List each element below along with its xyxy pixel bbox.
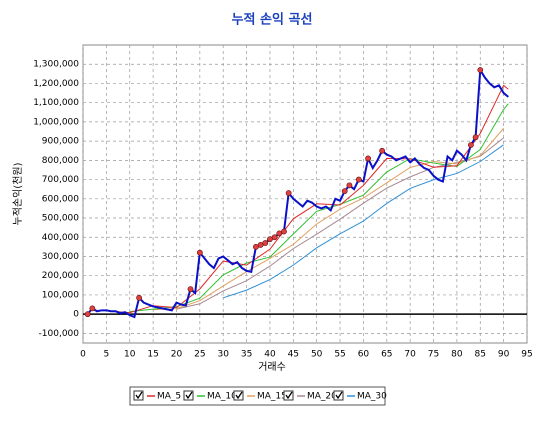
legend-checkbox[interactable] (283, 390, 294, 401)
peak-marker (136, 294, 142, 301)
legend-checkbox[interactable] (233, 390, 244, 401)
legend-checkbox[interactable] (183, 390, 194, 401)
peak-marker (365, 155, 371, 162)
x-tick-label: 50 (311, 350, 323, 360)
x-axis-title: 거래수 (258, 361, 286, 373)
y-axis-title: 누적손익(천원) (12, 162, 24, 225)
peak-marker (477, 67, 484, 73)
y-tick-label: -100,000 (39, 329, 80, 339)
y-tick-label: 100,000 (42, 290, 79, 300)
x-tick-label: 90 (498, 350, 510, 360)
peak-marker (355, 176, 362, 183)
peak-marker (346, 182, 353, 189)
peak-marker (271, 234, 278, 241)
x-tick-label: 35 (241, 350, 252, 360)
peak-marker (341, 188, 348, 195)
x-tick-label: 95 (521, 350, 532, 360)
x-tick-label: 45 (288, 350, 299, 360)
legend-check (235, 391, 243, 400)
peak-marker (379, 147, 386, 154)
peak-marker (84, 311, 91, 318)
legend-check (335, 391, 343, 400)
x-tick-label: 0 (80, 350, 86, 360)
x-tick-label: 15 (147, 350, 158, 360)
y-tick-label: 900,000 (42, 137, 79, 147)
legend-check (185, 391, 193, 400)
y-tick-label: 500,000 (42, 214, 79, 224)
y-tick-label: 600,000 (42, 194, 79, 204)
series-line (86, 66, 509, 319)
x-tick-label: 60 (358, 350, 370, 360)
legend-label[interactable]: MA_5 (157, 392, 181, 402)
x-tick-label: 40 (264, 350, 276, 360)
x-tick-label: 10 (124, 350, 136, 360)
y-tick-label: 1,300,000 (33, 60, 79, 70)
peak-marker (187, 286, 194, 293)
x-tick-label: 30 (217, 350, 229, 360)
legend-label[interactable]: MA_30 (357, 392, 387, 402)
peak-marker (468, 142, 474, 148)
y-tick-label: 1,200,000 (33, 79, 79, 89)
peak-marker (285, 190, 292, 196)
series-line (223, 144, 504, 299)
x-tick-label: 80 (451, 350, 463, 360)
series-line (176, 137, 504, 310)
legend-checkbox[interactable] (333, 390, 344, 401)
x-tick-label: 55 (334, 350, 345, 360)
y-tick-label: 400,000 (42, 233, 79, 243)
plot-area (82, 44, 528, 344)
legend (129, 386, 386, 406)
peak-marker (472, 134, 479, 141)
x-tick-label: 70 (404, 350, 416, 360)
series-line (153, 127, 505, 311)
y-tick-label: 200,000 (42, 271, 79, 281)
legend-label[interactable]: MA_20 (307, 392, 337, 402)
y-tick-label: 1,000,000 (33, 117, 79, 127)
legend-label[interactable]: MA_15 (257, 392, 287, 402)
legend-check (285, 391, 293, 400)
y-tick-label: 0 (73, 310, 79, 320)
x-tick-label: 5 (104, 350, 110, 360)
peak-marker (281, 228, 287, 235)
x-tick-label: 65 (381, 350, 392, 360)
y-tick-label: 700,000 (42, 175, 79, 185)
x-tick-label: 75 (428, 350, 439, 360)
legend-checkbox[interactable] (133, 390, 144, 401)
peak-marker (196, 249, 203, 256)
peak-marker (89, 305, 96, 312)
y-tick-label: 800,000 (42, 156, 79, 166)
legend-label[interactable]: MA_10 (207, 392, 237, 402)
x-tick-label: 25 (194, 350, 205, 360)
chart-title: 누적 손익 곡선 (232, 12, 313, 28)
x-tick-label: 20 (171, 350, 183, 360)
legend-check (135, 391, 143, 400)
y-tick-label: 1,100,000 (33, 98, 79, 108)
series-line (106, 84, 509, 314)
y-tick-label: 300,000 (42, 252, 79, 262)
peak-marker (262, 240, 269, 246)
x-tick-label: 85 (475, 350, 486, 360)
